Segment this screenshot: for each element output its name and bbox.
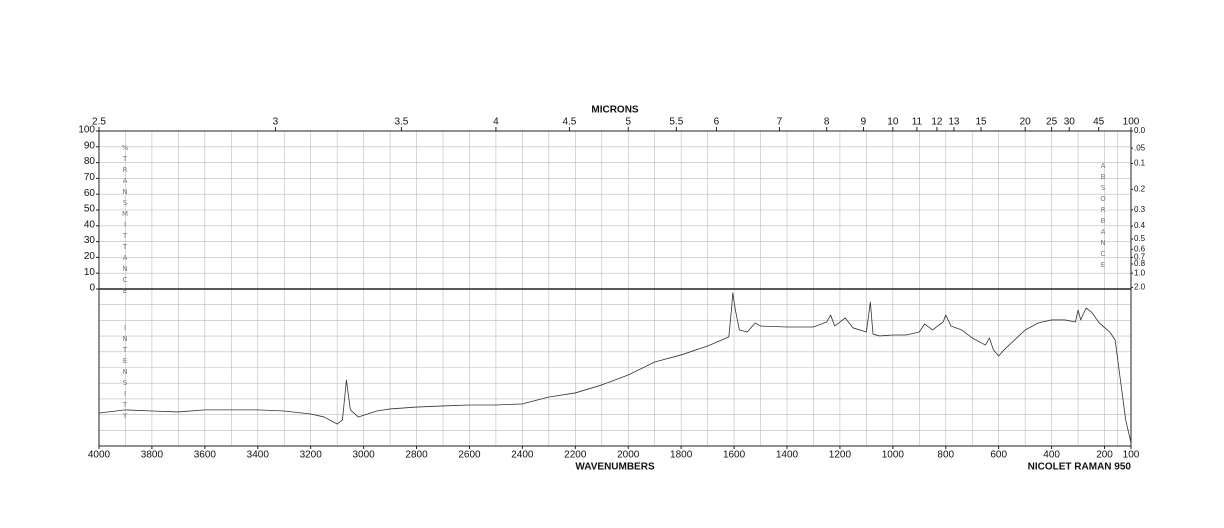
micron-tick-label: 2.5: [92, 117, 106, 128]
x-tick-label: 1800: [670, 450, 693, 461]
x-tick-label: 2400: [511, 450, 534, 461]
y-tick-label: 30: [84, 235, 96, 246]
y2-axis-label: ABSORBANCE: [1099, 162, 1107, 272]
lower-axis-label: INTENSITY: [121, 324, 129, 423]
x-tick-label: 1600: [723, 450, 746, 461]
instrument-label: NICOLET RAMAN 950: [1028, 462, 1132, 473]
y2-tick-label: 0.0: [1134, 126, 1146, 135]
y-tick-label: 90: [84, 140, 96, 151]
y2-tick-label: 2.0: [1134, 283, 1146, 292]
y-tick-label: 0: [89, 283, 95, 294]
y-axis-label: %TRANSMITTANCE: [121, 144, 129, 298]
y2-tick-label: 0.5: [1134, 234, 1146, 243]
micron-tick-label: 20: [1020, 117, 1032, 128]
micron-tick-label: 11: [912, 117, 923, 128]
y-tick-label: 50: [84, 204, 96, 215]
y2-tick-label: 1.0: [1134, 268, 1146, 277]
micron-tick-label: 8: [824, 117, 830, 128]
x-axis-label: WAVENUMBERS: [575, 462, 655, 473]
y-tick-label: 80: [84, 156, 96, 167]
y-tick-label: 40: [84, 219, 96, 230]
x-tick-label: 800: [937, 450, 954, 461]
x-tick-label: 2800: [405, 450, 428, 461]
x-tick-label: 3200: [300, 450, 323, 461]
micron-tick-label: 15: [975, 117, 987, 128]
x-tick-label: 100: [1123, 450, 1140, 461]
y2-tick-label: 0.4: [1134, 221, 1146, 230]
x-tick-label: 3000: [352, 450, 375, 461]
x-tick-label: 4000: [88, 450, 111, 461]
micron-tick-label: 7: [777, 117, 783, 128]
micron-tick-label: 30: [1064, 117, 1076, 128]
top-axis-label: MICRONS: [591, 105, 639, 116]
y-tick-label: 60: [84, 188, 96, 199]
x-tick-label: 1200: [829, 450, 852, 461]
y-tick-label: 70: [84, 172, 96, 183]
micron-tick-label: 25: [1046, 117, 1058, 128]
micron-tick-label: 5: [625, 117, 631, 128]
y-tick-label: 20: [84, 251, 96, 262]
y2-tick-label: .05: [1134, 143, 1146, 152]
y2-tick-label: 0.6: [1134, 244, 1146, 253]
micron-tick-label: 5.5: [669, 117, 683, 128]
x-tick-label: 2200: [564, 450, 587, 461]
y-tick-label: 10: [84, 267, 96, 278]
x-tick-label: 3400: [247, 450, 270, 461]
micron-tick-label: 13: [948, 117, 960, 128]
spectrum-line: [98, 292, 1132, 444]
y-tick-label: 100: [78, 125, 95, 136]
y2-tick-label: 0.3: [1134, 205, 1146, 214]
micron-tick-label: 4: [493, 117, 499, 128]
x-tick-label: 2000: [617, 450, 640, 461]
micron-tick-label: 3.5: [394, 117, 408, 128]
x-tick-label: 1400: [776, 450, 799, 461]
x-tick-label: 600: [990, 450, 1007, 461]
x-tick-label: 2600: [458, 450, 481, 461]
y2-tick-label: 0.2: [1134, 184, 1146, 193]
x-tick-label: 200: [1096, 450, 1113, 461]
micron-tick-label: 6: [714, 117, 720, 128]
y2-tick-label: 0.8: [1134, 259, 1146, 268]
micron-tick-label: 12: [931, 117, 943, 128]
y2-tick-label: 0.7: [1134, 253, 1146, 262]
micron-tick-label: 4.5: [562, 117, 576, 128]
y2-tick-label: 0.1: [1134, 159, 1146, 168]
x-tick-label: 400: [1043, 450, 1060, 461]
micron-tick-label: 10: [887, 117, 899, 128]
micron-tick-label: 3: [273, 117, 279, 128]
micron-tick-label: 9: [861, 117, 867, 128]
x-tick-label: 1000: [882, 450, 905, 461]
micron-tick-label: 45: [1093, 117, 1105, 128]
micron-tick-label: 100: [1123, 117, 1140, 128]
x-tick-label: 3600: [194, 450, 217, 461]
x-tick-label: 3800: [141, 450, 164, 461]
